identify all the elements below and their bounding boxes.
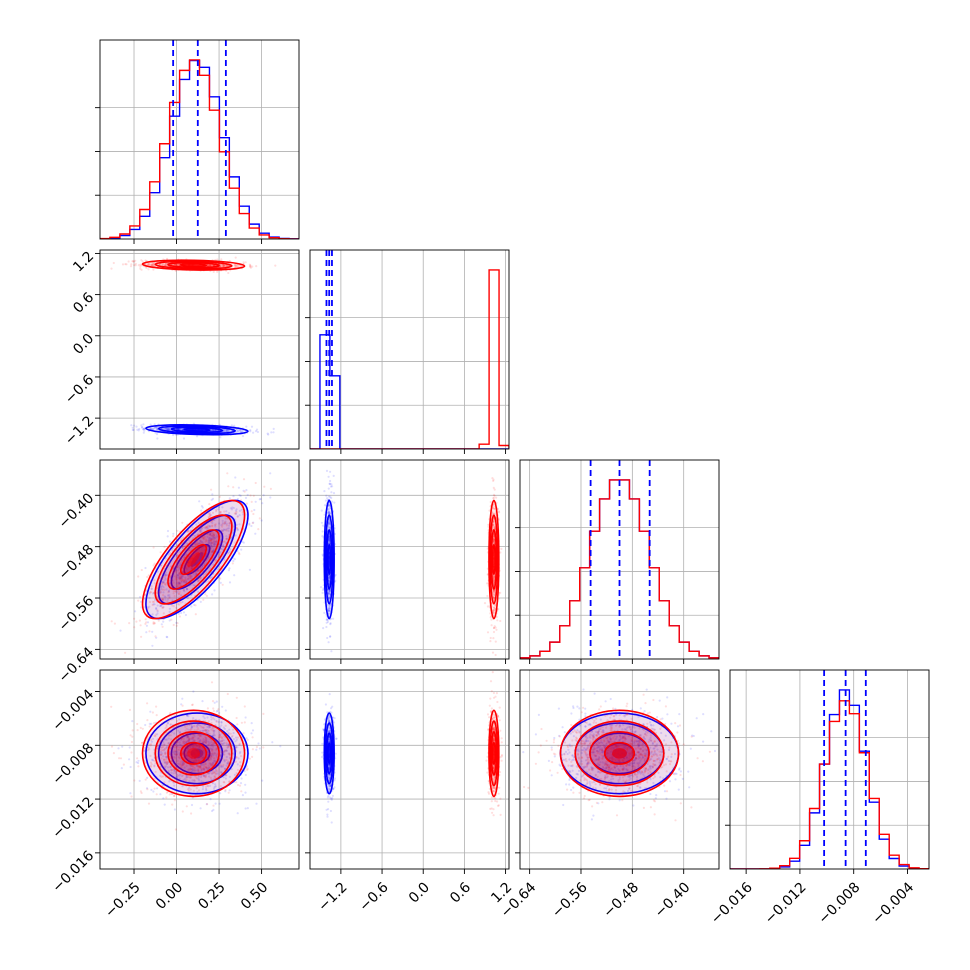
y-tick-label: −0.016 xyxy=(49,848,97,896)
grid-lines xyxy=(100,670,299,869)
histogram-series-1 xyxy=(100,59,299,239)
x-tick-label: −0.56 xyxy=(549,879,591,921)
grid-lines xyxy=(520,460,719,659)
x-tick-label: −0.012 xyxy=(762,879,810,927)
grid-lines xyxy=(730,670,929,869)
histogram-series-1 xyxy=(310,334,509,449)
grid-lines xyxy=(310,460,509,659)
y-tick-label: −0.012 xyxy=(49,794,97,842)
panel-frame xyxy=(309,669,510,870)
histogram-series-2 xyxy=(310,269,509,449)
grid-lines xyxy=(520,670,719,869)
panel-frame xyxy=(309,249,510,450)
y-tick-label: −0.40 xyxy=(56,490,98,532)
contours-series-1 xyxy=(323,712,335,795)
panel-frame xyxy=(99,459,300,660)
contours-series-2 xyxy=(488,499,500,620)
panel-frame xyxy=(729,669,930,870)
y-tick-label: −0.008 xyxy=(49,740,97,788)
x-tick-label: 0.6 xyxy=(447,879,474,906)
contours-series-2 xyxy=(488,709,500,798)
grid-lines xyxy=(100,250,299,449)
histogram-param-4: −0.016 −0.012 −0.008 −0.004 xyxy=(708,669,930,927)
grid-lines xyxy=(310,250,509,449)
contours-series-1 xyxy=(145,424,249,436)
density-fill-series-2 xyxy=(560,710,679,797)
scatter-param-2-vs-4: −1.2 −0.6 0.0 0.6 1.2 xyxy=(305,669,515,915)
x-tick-label: 0.50 xyxy=(238,879,271,912)
x-tick-label: −0.008 xyxy=(816,879,864,927)
histogram-series-2 xyxy=(520,479,719,659)
panel-frame xyxy=(309,459,510,660)
histogram-param-3 xyxy=(515,459,720,664)
scatter-param-2-vs-3 xyxy=(305,459,510,664)
grid-lines xyxy=(310,670,509,869)
y-tick-label: −0.48 xyxy=(56,542,98,584)
y-tick-label: −0.6 xyxy=(62,372,97,407)
x-tick-label: 0.0 xyxy=(406,879,433,906)
panel-frame xyxy=(99,249,300,450)
contours-series-1 xyxy=(145,499,249,620)
scatter-param-1-vs-3: −0.64 −0.56 −0.48 −0.40 xyxy=(56,459,300,686)
y-tick-label: −0.004 xyxy=(49,686,97,734)
y-tick-label: −1.2 xyxy=(62,413,97,448)
y-tick-label: 1.2 xyxy=(70,248,97,275)
histogram-series-1 xyxy=(730,689,929,869)
contours-series-1 xyxy=(323,499,335,620)
x-tick-label: 0.00 xyxy=(153,879,186,912)
x-tick-label: −0.6 xyxy=(356,879,391,914)
contours-series-2 xyxy=(141,259,246,271)
x-tick-label: −0.016 xyxy=(708,879,756,927)
histogram-param-1 xyxy=(95,39,300,244)
x-tick-label: −0.40 xyxy=(652,879,694,921)
y-tick-label: −0.56 xyxy=(56,593,98,635)
scatter-param-1-vs-2: −1.2 −0.6 0.0 0.6 1.2 xyxy=(62,248,300,454)
x-tick-label: −0.48 xyxy=(600,879,642,921)
panel-frame xyxy=(519,669,720,870)
density-fill-series-2 xyxy=(142,500,245,619)
panel-frame xyxy=(99,39,300,240)
histogram-series-2 xyxy=(730,700,929,869)
contours-series-2 xyxy=(141,499,246,620)
y-tick-label: −0.64 xyxy=(56,644,98,686)
x-tick-label: −0.004 xyxy=(869,879,917,927)
y-tick-label: 0.6 xyxy=(70,290,97,317)
histogram-series-2 xyxy=(100,59,299,239)
scatter-param-3-vs-4: −0.64 −0.56 −0.48 −0.40 xyxy=(498,669,720,921)
contours-series-2 xyxy=(559,709,680,798)
x-tick-label: −1.2 xyxy=(315,879,350,914)
x-tick-label: 0.25 xyxy=(195,879,228,912)
y-tick-label: 0.0 xyxy=(70,331,97,358)
density-fill-series-2 xyxy=(142,710,245,797)
panel-frame xyxy=(99,669,300,870)
contours-series-2 xyxy=(141,709,246,798)
scatter-param-1-vs-4: −0.25 0.00 0.25 0.50 −0.016 −0.012 −0.008 −0.00… xyxy=(49,669,300,921)
panel-frame xyxy=(519,459,720,660)
histogram-param-2 xyxy=(305,249,510,454)
x-tick-label: −0.25 xyxy=(102,879,144,921)
